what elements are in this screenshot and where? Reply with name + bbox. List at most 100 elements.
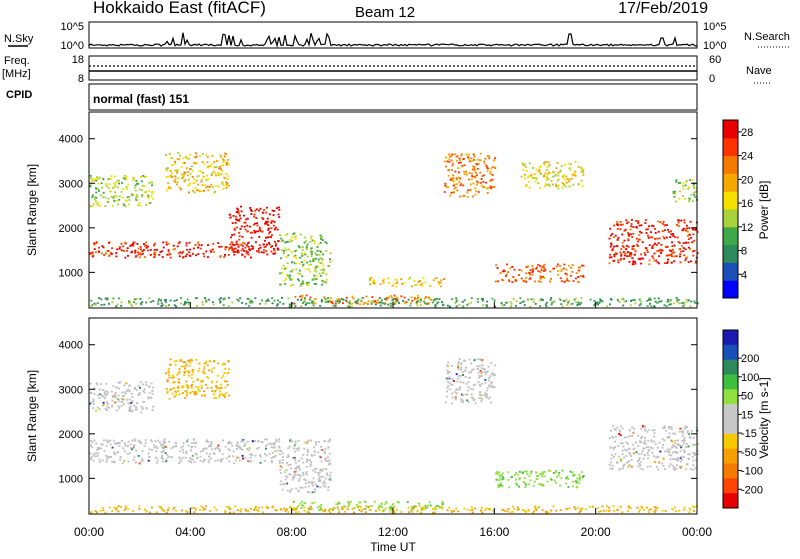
velocity-cell xyxy=(524,486,527,488)
velocity-cell xyxy=(137,439,140,442)
power-cell xyxy=(635,220,638,222)
velocity-cell xyxy=(265,438,268,441)
power-cell xyxy=(152,300,155,302)
velocity-cell xyxy=(550,509,553,512)
velocity-cell xyxy=(261,441,264,444)
power-cell xyxy=(121,196,124,199)
power-cell xyxy=(243,214,245,217)
velocity-cell xyxy=(650,446,652,449)
power-cell xyxy=(295,268,298,271)
power-cell xyxy=(306,255,309,258)
velocity-cell xyxy=(182,445,184,448)
velocity-cell xyxy=(257,440,260,443)
velocity-colorbar-tick-label: 50 xyxy=(741,391,753,403)
velocity-cell xyxy=(163,445,166,447)
power-cell xyxy=(222,298,225,301)
velocity-cell xyxy=(692,459,695,462)
power-cell xyxy=(574,297,577,300)
power-cell xyxy=(444,182,447,185)
velocity-cell xyxy=(187,360,190,362)
velocity-cell xyxy=(469,509,472,512)
power-cell xyxy=(149,202,152,204)
power-cell xyxy=(616,224,619,227)
power-cell xyxy=(493,299,496,302)
velocity-cell xyxy=(596,507,599,509)
velocity-cell xyxy=(202,448,205,450)
velocity-cell xyxy=(305,442,308,445)
power-cell xyxy=(202,152,204,155)
power-cell xyxy=(557,174,560,177)
velocity-cell xyxy=(479,370,482,372)
velocity-cell xyxy=(681,432,684,434)
power-cell xyxy=(367,300,370,303)
velocity-cell xyxy=(186,387,189,389)
power-cell xyxy=(368,279,371,282)
power-cell xyxy=(579,166,582,169)
y-tick-label: 1000 xyxy=(59,267,83,279)
power-cell xyxy=(192,189,195,192)
power-cell xyxy=(640,262,643,265)
power-cell xyxy=(132,243,135,245)
power-cell xyxy=(489,180,492,182)
velocity-cell xyxy=(287,511,290,513)
power-cell xyxy=(471,175,474,177)
power-cell xyxy=(666,254,669,257)
velocity-cell xyxy=(311,502,314,505)
velocity-cell xyxy=(274,509,277,511)
power-cell xyxy=(566,304,569,306)
power-cell xyxy=(317,243,320,246)
velocity-cell xyxy=(224,386,227,389)
velocity-cell xyxy=(492,372,495,375)
power-cell xyxy=(483,160,486,163)
power-cell xyxy=(320,262,323,265)
power-cell xyxy=(548,183,551,186)
power-cell xyxy=(112,204,114,207)
power-cell xyxy=(108,183,111,186)
velocity-cell xyxy=(279,483,282,486)
velocity-cell xyxy=(257,509,260,512)
velocity-cell xyxy=(627,506,630,509)
power-cell xyxy=(375,301,378,304)
power-cell xyxy=(148,297,151,300)
velocity-cell xyxy=(286,456,289,459)
velocity-cell xyxy=(170,447,173,450)
power-cell xyxy=(382,302,385,305)
power-cell xyxy=(544,185,547,187)
velocity-cell xyxy=(97,446,99,449)
velocity-cell xyxy=(633,427,636,430)
velocity-cell xyxy=(133,388,136,390)
power-cell xyxy=(693,239,696,242)
velocity-cell xyxy=(527,483,530,486)
power-cell xyxy=(458,157,461,160)
power-cell xyxy=(548,164,551,167)
velocity-cell xyxy=(499,475,501,478)
power-cell xyxy=(622,304,625,307)
power-cell xyxy=(196,175,199,178)
power-cell xyxy=(264,220,267,223)
power-cell xyxy=(500,278,503,281)
power-cell xyxy=(693,249,696,252)
power-cell xyxy=(648,263,651,266)
power-cell xyxy=(125,188,128,190)
power-cell xyxy=(671,248,674,251)
power-cell xyxy=(385,299,388,301)
velocity-cell xyxy=(233,462,236,465)
velocity-cell xyxy=(97,393,100,396)
power-cell xyxy=(115,181,118,184)
power-cell xyxy=(559,170,562,173)
power-cell xyxy=(153,242,156,245)
power-cell xyxy=(322,280,325,283)
power-cell xyxy=(486,170,489,173)
velocity-cell xyxy=(466,393,469,396)
power-cell xyxy=(673,251,676,253)
power-cell xyxy=(309,260,312,263)
velocity-cell xyxy=(127,460,130,463)
power-cell xyxy=(449,305,451,308)
power-cell xyxy=(188,153,191,156)
velocity-cell xyxy=(638,457,641,460)
power-cell xyxy=(491,174,494,176)
power-cell xyxy=(302,264,305,267)
velocity-cell xyxy=(576,506,579,509)
velocity-cell xyxy=(555,482,557,484)
power-cell xyxy=(457,176,460,179)
